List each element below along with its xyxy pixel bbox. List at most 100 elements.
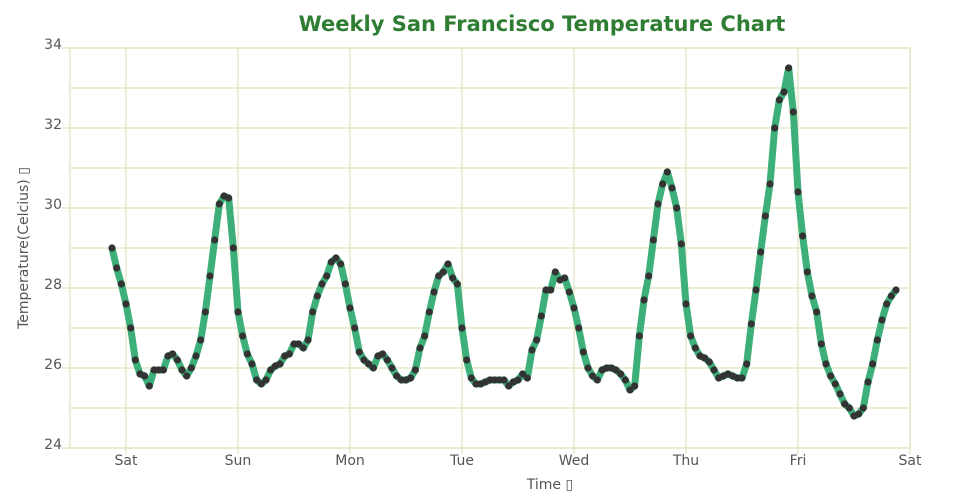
x-axis-label: Time ▯ [526,477,573,493]
point [192,352,200,360]
point [514,376,522,384]
point [794,188,802,196]
point [668,184,676,192]
point [561,274,569,282]
point [360,356,368,364]
point [178,366,186,374]
point [113,264,121,272]
x-tick-label: Sat [115,453,138,469]
y-tick-label: 26 [44,357,62,373]
point [439,268,447,276]
point [234,308,242,316]
point [467,374,475,382]
point [276,360,284,368]
point [738,374,746,382]
point [117,280,125,288]
point [458,324,466,332]
point [206,272,214,280]
point [332,254,340,262]
point [813,308,821,316]
point [649,236,657,244]
point [687,332,695,340]
point [621,376,629,384]
point [626,386,634,394]
point [537,312,545,320]
point [757,248,765,256]
point [645,272,653,280]
point [453,280,461,288]
x-tick-label: Tue [449,453,474,469]
point [822,360,830,368]
point [892,286,900,294]
point [388,364,396,372]
point [565,288,573,296]
point [243,350,251,358]
y-tick-label: 30 [44,197,62,213]
point [612,366,620,374]
x-tick-label: Mon [335,453,365,469]
point [799,232,807,240]
point [309,308,317,316]
point [229,244,237,252]
point [369,364,377,372]
point [299,344,307,352]
point [873,336,881,344]
x-tick-label: Sun [225,453,252,469]
point [869,360,877,368]
y-tick-label: 32 [44,117,62,133]
point [831,380,839,388]
point [887,292,895,300]
point [285,350,293,358]
point [859,404,867,412]
point [122,300,130,308]
point [379,350,387,358]
point [710,366,718,374]
point [323,272,331,280]
point [327,258,335,266]
point [141,372,149,380]
point [775,96,783,104]
point [421,332,429,340]
point [187,364,195,372]
point [761,212,769,220]
y-axis-label: Temperature(Celcius) ▯ [16,167,32,330]
point [584,364,592,372]
point [635,332,643,340]
point [701,354,709,362]
point [505,382,513,390]
point [346,304,354,312]
point [789,108,797,116]
point [780,88,788,96]
point [593,376,601,384]
point [528,346,536,354]
point [262,376,270,384]
point [677,240,685,248]
point [201,308,209,316]
point [253,376,261,384]
point [747,320,755,328]
point [183,372,191,380]
point [267,366,275,374]
point [617,370,625,378]
point [313,292,321,300]
point [411,366,419,374]
point [355,348,363,356]
point [803,268,811,276]
point [817,340,825,348]
point [127,324,135,332]
x-tick-label: Sat [899,453,922,469]
point [808,292,816,300]
point [295,340,303,348]
point [682,300,690,308]
point [855,410,863,418]
point [169,350,177,358]
point [341,280,349,288]
point [435,272,443,280]
x-tick-label: Thu [672,453,699,469]
point [631,382,639,390]
point [463,356,471,364]
point [752,286,760,294]
point [519,370,527,378]
point [551,268,559,276]
point [663,168,671,176]
